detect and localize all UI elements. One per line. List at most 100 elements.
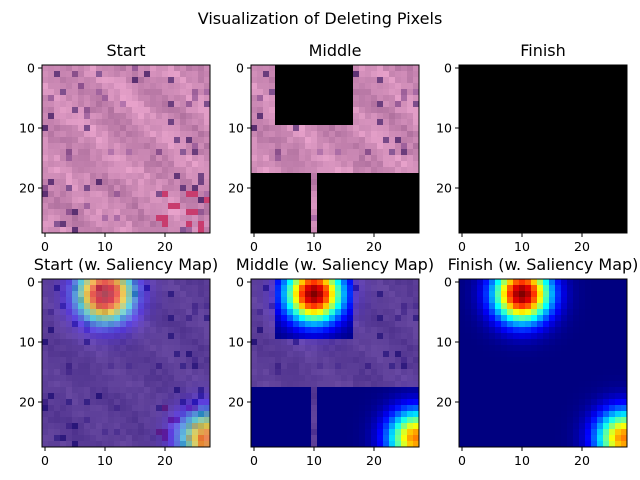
image-pixel	[555, 399, 562, 406]
image-pixel	[483, 167, 490, 174]
image-pixel	[275, 327, 282, 334]
image-pixel	[126, 363, 133, 370]
image-pixel	[555, 303, 562, 310]
image-pixel	[78, 185, 85, 192]
image-pixel	[317, 107, 324, 114]
image-pixel	[609, 137, 616, 144]
image-pixel	[329, 155, 336, 162]
image-pixel	[383, 221, 390, 228]
image-pixel	[174, 95, 181, 102]
image-pixel	[60, 155, 67, 162]
image-pixel	[603, 179, 610, 186]
image-pixel	[108, 393, 115, 400]
image-pixel	[573, 303, 580, 310]
image-pixel	[507, 327, 514, 334]
image-pixel	[138, 441, 145, 448]
image-pixel	[603, 309, 610, 316]
image-pixel	[192, 285, 199, 292]
image-pixel	[459, 215, 466, 222]
image-pixel	[365, 185, 372, 192]
image-pixel	[198, 65, 205, 72]
image-pixel	[174, 303, 181, 310]
image-pixel	[174, 327, 181, 334]
image-pixel	[459, 119, 466, 126]
image-pixel	[305, 149, 312, 156]
image-pixel	[257, 417, 264, 424]
image-pixel	[162, 429, 169, 436]
image-pixel	[293, 107, 300, 114]
image-pixel	[329, 137, 336, 144]
image-pixel	[555, 333, 562, 340]
image-pixel	[299, 65, 306, 72]
image-pixel	[150, 297, 157, 304]
image-pixel	[459, 65, 466, 72]
image-pixel	[168, 137, 175, 144]
image-pixel	[78, 197, 85, 204]
image-pixel	[365, 101, 372, 108]
image-pixel	[311, 137, 318, 144]
image-pixel	[269, 363, 276, 370]
image-pixel	[263, 83, 270, 90]
image-pixel	[621, 215, 628, 222]
image-pixel	[465, 423, 472, 430]
image-pixel	[483, 101, 490, 108]
image-pixel	[198, 357, 205, 364]
image-pixel	[180, 113, 187, 120]
image-pixel	[126, 113, 133, 120]
image-pixel	[549, 381, 556, 388]
image-pixel	[54, 101, 61, 108]
image-pixel	[477, 381, 484, 388]
image-pixel	[84, 303, 91, 310]
image-pixel	[323, 101, 330, 108]
image-pixel	[96, 107, 103, 114]
image-pixel	[126, 77, 133, 84]
image-pixel	[615, 297, 622, 304]
image-pixel	[597, 131, 604, 138]
image-pixel	[501, 411, 508, 418]
image-pixel	[90, 197, 97, 204]
image-pixel	[537, 179, 544, 186]
image-pixel	[377, 285, 384, 292]
image-pixel	[102, 143, 109, 150]
image-pixel	[78, 125, 85, 132]
image-pixel	[198, 101, 205, 108]
image-pixel	[78, 113, 85, 120]
image-pixel	[579, 375, 586, 382]
image-pixel	[150, 351, 157, 358]
image-pixel	[198, 405, 205, 412]
image-pixel	[501, 429, 508, 436]
image-pixel	[126, 285, 133, 292]
image-pixel	[323, 357, 330, 364]
image-pixel	[192, 137, 199, 144]
image-pixel	[621, 423, 628, 430]
image-pixel	[293, 71, 300, 78]
image-pixel	[144, 137, 151, 144]
image-pixel	[377, 333, 384, 340]
image-pixel	[549, 363, 556, 370]
image-pixel	[323, 203, 330, 210]
image-pixel	[84, 227, 91, 234]
image-pixel	[371, 215, 378, 222]
image-pixel	[329, 381, 336, 388]
image-pixel	[329, 203, 336, 210]
image-pixel	[48, 423, 55, 430]
image-pixel	[489, 411, 496, 418]
image-pixel	[323, 381, 330, 388]
image-pixel	[138, 197, 145, 204]
x-tick-label: 10	[306, 239, 322, 254]
image-pixel	[48, 345, 55, 352]
image-pixel	[609, 405, 616, 412]
image-pixel	[603, 303, 610, 310]
image-pixel	[579, 417, 586, 424]
image-pixel	[465, 77, 472, 84]
image-pixel	[132, 179, 139, 186]
image-pixel	[269, 369, 276, 376]
image-pixel	[489, 387, 496, 394]
image-pixel	[507, 113, 514, 120]
image-pixel	[269, 339, 276, 346]
image-pixel	[305, 203, 312, 210]
image-pixel	[281, 83, 288, 90]
image-pixel	[317, 113, 324, 120]
image-pixel	[353, 375, 360, 382]
image-pixel	[507, 161, 514, 168]
